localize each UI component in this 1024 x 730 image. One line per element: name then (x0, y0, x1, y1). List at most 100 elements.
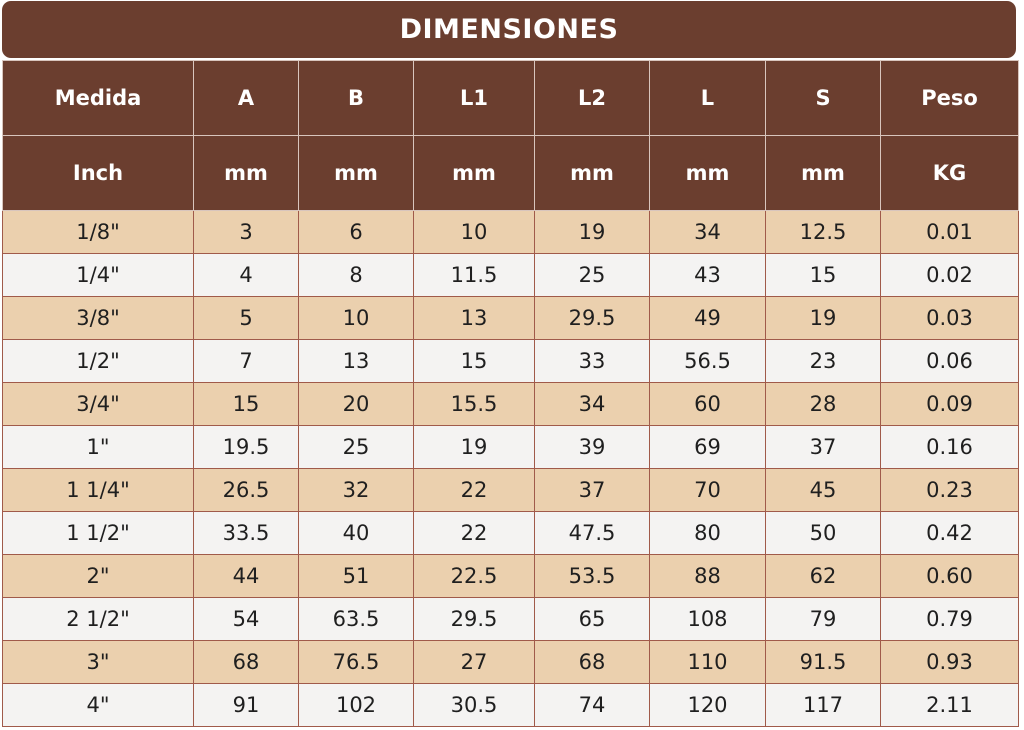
table-title: DIMENSIONES (2, 1, 1016, 58)
cell-medida: 1 1/2" (2, 511, 194, 555)
cell-a: 5 (193, 296, 299, 340)
table-row: 1/8" 3 6 10 19 34 12.5 0.01 (2, 210, 1019, 254)
cell-medida: 1/2" (2, 339, 194, 383)
cell-l: 88 (649, 554, 766, 598)
header-row-units: Inch mm mm mm mm mm mm KG (2, 135, 1019, 211)
cell-l: 60 (649, 382, 766, 426)
cell-b: 32 (298, 468, 414, 512)
table-row: 1 1/4" 26.5 32 22 37 70 45 0.23 (2, 468, 1019, 512)
cell-b: 20 (298, 382, 414, 426)
table-row: 1/4" 4 8 11.5 25 43 15 0.02 (2, 253, 1019, 297)
header-row-names: Medida A B L1 L2 L S Peso (2, 60, 1019, 136)
cell-l: 34 (649, 210, 766, 254)
cell-a: 68 (193, 640, 299, 684)
cell-l2: 25 (534, 253, 650, 297)
table-row: 1" 19.5 25 19 39 69 37 0.16 (2, 425, 1019, 469)
table-row: 3/4" 15 20 15.5 34 60 28 0.09 (2, 382, 1019, 426)
cell-l2: 39 (534, 425, 650, 469)
cell-l1: 19 (413, 425, 535, 469)
header-peso: Peso (880, 60, 1019, 136)
cell-a: 33.5 (193, 511, 299, 555)
cell-s: 91.5 (765, 640, 881, 684)
cell-a: 4 (193, 253, 299, 297)
cell-peso: 0.01 (880, 210, 1019, 254)
cell-s: 12.5 (765, 210, 881, 254)
cell-medida: 3/8" (2, 296, 194, 340)
header-l: L (649, 60, 766, 136)
table-row: 3/8" 5 10 13 29.5 49 19 0.03 (2, 296, 1019, 340)
table-row: 2 1/2" 54 63.5 29.5 65 108 79 0.79 (2, 597, 1019, 641)
cell-l2: 29.5 (534, 296, 650, 340)
cell-peso: 0.93 (880, 640, 1019, 684)
dimensions-table: Medida A B L1 L2 L S Peso Inch mm mm mm … (2, 60, 1019, 727)
cell-medida: 2" (2, 554, 194, 598)
cell-s: 117 (765, 683, 881, 727)
cell-s: 62 (765, 554, 881, 598)
cell-a: 15 (193, 382, 299, 426)
cell-s: 50 (765, 511, 881, 555)
cell-l: 120 (649, 683, 766, 727)
cell-l1: 30.5 (413, 683, 535, 727)
cell-l1: 22 (413, 468, 535, 512)
cell-l1: 13 (413, 296, 535, 340)
cell-peso: 0.16 (880, 425, 1019, 469)
cell-a: 26.5 (193, 468, 299, 512)
cell-l2: 34 (534, 382, 650, 426)
table-row: 4" 91 102 30.5 74 120 117 2.11 (2, 683, 1019, 727)
cell-b: 6 (298, 210, 414, 254)
cell-b: 13 (298, 339, 414, 383)
cell-peso: 2.11 (880, 683, 1019, 727)
cell-peso: 0.79 (880, 597, 1019, 641)
cell-b: 25 (298, 425, 414, 469)
cell-l2: 33 (534, 339, 650, 383)
cell-l: 49 (649, 296, 766, 340)
table-row: 1 1/2" 33.5 40 22 47.5 80 50 0.42 (2, 511, 1019, 555)
cell-peso: 0.02 (880, 253, 1019, 297)
table-row: 2" 44 51 22.5 53.5 88 62 0.60 (2, 554, 1019, 598)
cell-s: 37 (765, 425, 881, 469)
cell-b: 102 (298, 683, 414, 727)
cell-a: 7 (193, 339, 299, 383)
cell-l1: 11.5 (413, 253, 535, 297)
cell-l: 80 (649, 511, 766, 555)
cell-peso: 0.09 (880, 382, 1019, 426)
header-b: B (298, 60, 414, 136)
cell-s: 19 (765, 296, 881, 340)
cell-s: 15 (765, 253, 881, 297)
cell-l2: 19 (534, 210, 650, 254)
header-s: S (765, 60, 881, 136)
cell-medida: 2 1/2" (2, 597, 194, 641)
cell-medida: 1" (2, 425, 194, 469)
cell-peso: 0.23 (880, 468, 1019, 512)
cell-medida: 3/4" (2, 382, 194, 426)
cell-s: 79 (765, 597, 881, 641)
cell-b: 8 (298, 253, 414, 297)
cell-l: 70 (649, 468, 766, 512)
cell-b: 40 (298, 511, 414, 555)
unit-l2: mm (534, 135, 650, 211)
cell-l1: 15.5 (413, 382, 535, 426)
cell-b: 10 (298, 296, 414, 340)
cell-b: 63.5 (298, 597, 414, 641)
cell-l: 43 (649, 253, 766, 297)
cell-l1: 22.5 (413, 554, 535, 598)
header-l2: L2 (534, 60, 650, 136)
unit-b: mm (298, 135, 414, 211)
cell-l: 56.5 (649, 339, 766, 383)
cell-l2: 37 (534, 468, 650, 512)
cell-medida: 1/4" (2, 253, 194, 297)
header-l1: L1 (413, 60, 535, 136)
cell-l2: 53.5 (534, 554, 650, 598)
cell-a: 54 (193, 597, 299, 641)
cell-peso: 0.60 (880, 554, 1019, 598)
cell-s: 23 (765, 339, 881, 383)
header-medida: Medida (2, 60, 194, 136)
cell-peso: 0.06 (880, 339, 1019, 383)
cell-medida: 3" (2, 640, 194, 684)
unit-s: mm (765, 135, 881, 211)
cell-l2: 65 (534, 597, 650, 641)
cell-s: 28 (765, 382, 881, 426)
table-body: 1/8" 3 6 10 19 34 12.5 0.01 1/4" 4 8 11.5 25 43 15 0.02… (2, 210, 1019, 727)
cell-b: 76.5 (298, 640, 414, 684)
cell-l1: 27 (413, 640, 535, 684)
